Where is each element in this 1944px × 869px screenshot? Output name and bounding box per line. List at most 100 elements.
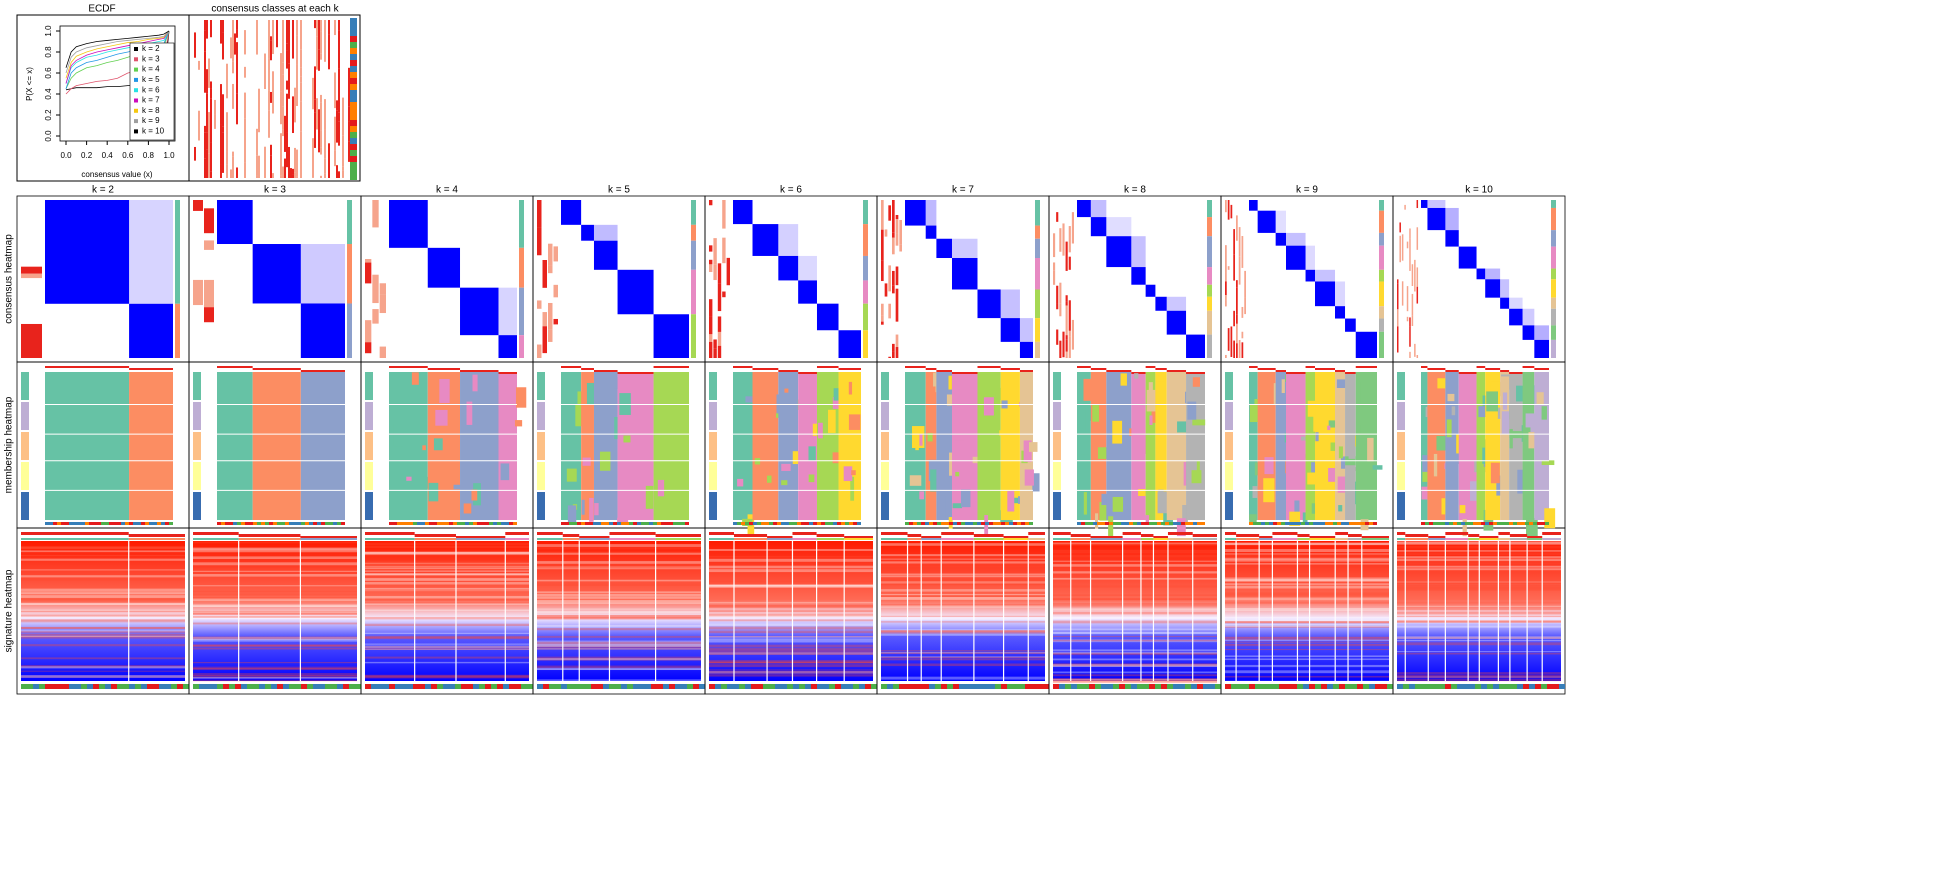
- consensus-offblock: [1523, 309, 1535, 326]
- anno-cell: [1242, 332, 1244, 339]
- membership-bottom: [1197, 522, 1201, 525]
- anno-cell: [881, 316, 884, 322]
- anno-cell: [713, 264, 716, 280]
- anno-cell: [1062, 332, 1064, 358]
- class-anno: [350, 108, 357, 114]
- membership-bottom: [1265, 522, 1269, 525]
- class-cell: [222, 127, 224, 132]
- membership-bottom: [653, 522, 657, 525]
- membership-patch: [394, 424, 404, 446]
- anno-cell: [1069, 337, 1071, 358]
- class-cell: [206, 133, 208, 150]
- membership-bottom: [277, 522, 281, 525]
- membership-patch: [849, 382, 852, 395]
- signature-streak: [21, 592, 185, 594]
- class-cell: [280, 53, 282, 91]
- consensus-offblock: [594, 225, 618, 241]
- class-cell: [314, 99, 316, 113]
- class-cell: [320, 20, 322, 32]
- membership-patch: [675, 423, 686, 441]
- signature-streak: [537, 625, 701, 627]
- class-anno: [350, 42, 357, 48]
- signature-bottom: [739, 684, 745, 689]
- membership-bottom: [1525, 522, 1529, 525]
- class-cell: [336, 111, 338, 143]
- class-cell: [320, 102, 322, 131]
- signature-bottom: [1107, 684, 1113, 689]
- class-cell: [334, 151, 336, 167]
- legend-label: k = 9: [142, 116, 160, 125]
- signature-streak: [193, 623, 357, 625]
- membership-top: [217, 366, 253, 368]
- signature-bottom: [1403, 684, 1409, 689]
- anno-cell: [548, 265, 553, 273]
- membership-bottom: [669, 522, 673, 525]
- membership-anno: [21, 372, 29, 400]
- membership-patch: [1537, 392, 1544, 404]
- membership-bottom: [1173, 522, 1177, 525]
- consensus-anno: [1379, 200, 1384, 211]
- signature-bottom: [1059, 684, 1065, 689]
- consensus-block: [301, 303, 345, 358]
- membership-bottom: [945, 522, 949, 525]
- membership-patch: [1315, 432, 1318, 441]
- class-cell: [294, 173, 296, 178]
- signature-bottom: [609, 684, 615, 689]
- signature-streak: [881, 556, 1045, 557]
- signature-bottom: [443, 684, 449, 689]
- consensus-offblock: [1315, 270, 1335, 282]
- consensus-block: [1345, 319, 1356, 332]
- membership-patch: [1470, 481, 1477, 501]
- signature-bottom: [467, 684, 473, 689]
- class-anno: [350, 66, 357, 72]
- membership-bottom: [397, 522, 401, 525]
- class-cell: [320, 32, 322, 54]
- membership-bottom: [489, 522, 493, 525]
- row-label: consensus heatmap: [4, 234, 15, 324]
- class-cell: [268, 20, 270, 59]
- class-cell: [244, 30, 246, 54]
- membership-bottom: [765, 522, 769, 525]
- membership-patch: [422, 445, 426, 450]
- consensus-block: [977, 289, 1000, 318]
- membership-bottom: [465, 522, 469, 525]
- class-anno: [350, 48, 357, 54]
- membership-bottom: [561, 522, 565, 525]
- anno-cell: [1056, 330, 1058, 345]
- class-cell: [204, 159, 206, 178]
- anno-cell: [1417, 287, 1419, 304]
- membership-bottom: [333, 522, 337, 525]
- membership-bottom: [421, 522, 425, 525]
- membership-band: [594, 372, 618, 520]
- signature-bottom: [639, 684, 645, 689]
- signature-bottom: [893, 684, 899, 689]
- consensus-block: [1356, 332, 1377, 358]
- signature-anno: [1405, 538, 1428, 540]
- membership-bottom: [1285, 522, 1289, 525]
- signature-streak: [21, 634, 185, 635]
- signature-bottom: [871, 684, 877, 689]
- membership-bottom: [1469, 522, 1473, 525]
- signature-streak: [881, 606, 1045, 608]
- anno-cell: [1062, 223, 1064, 255]
- class-cell: [292, 96, 294, 133]
- membership-top: [839, 368, 861, 370]
- membership-anno: [21, 462, 29, 490]
- signature-streak: [1225, 583, 1389, 585]
- membership-bottom: [813, 522, 817, 525]
- anno-cell: [1072, 320, 1074, 350]
- membership-bottom: [577, 522, 581, 525]
- membership-top: [1306, 366, 1315, 368]
- membership-patch: [1298, 454, 1306, 458]
- membership-bottom: [1529, 522, 1533, 525]
- consensus-block: [561, 200, 581, 225]
- signature-anno: [1259, 538, 1272, 540]
- consensus-anno: [519, 288, 524, 335]
- membership-bottom: [297, 522, 301, 525]
- signature-streak: [1225, 621, 1389, 623]
- signature-bottom: [1273, 684, 1279, 689]
- membership-anno: [881, 402, 889, 430]
- x-tick-label: 0.8: [143, 151, 155, 160]
- anno-cell: [899, 245, 902, 252]
- signature-streak: [193, 585, 357, 586]
